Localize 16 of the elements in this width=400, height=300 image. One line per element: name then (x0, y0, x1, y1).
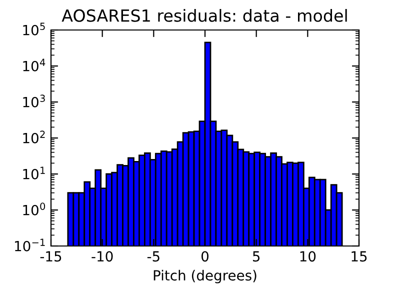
x-axis-title: Pitch (degrees) (154, 270, 256, 284)
x-tick-label: 5 (252, 251, 260, 262)
x-tick-label: -5 (147, 251, 160, 262)
chart-title: AOSARES1 residuals: data - model (62, 9, 347, 22)
y-tick-label: 10$^{0}$ (23, 202, 46, 216)
x-tick-label: 0 (201, 251, 208, 262)
x-tick-label: 15 (352, 251, 367, 262)
y-tick-label: 10$^{2}$ (23, 130, 45, 144)
x-tick-label: -15 (40, 251, 62, 262)
x-tick-label: -10 (92, 251, 113, 262)
y-tick-label: 10$^{3}$ (23, 94, 45, 108)
x-tick-label: 10 (300, 251, 316, 262)
y-tick-label: 10$^{4}$ (23, 58, 46, 72)
y-tick-label: 10$^{−1}$ (15, 238, 45, 252)
y-tick-label: 10$^{5}$ (23, 22, 45, 36)
y-tick-label: 10$^{1}$ (23, 166, 45, 180)
